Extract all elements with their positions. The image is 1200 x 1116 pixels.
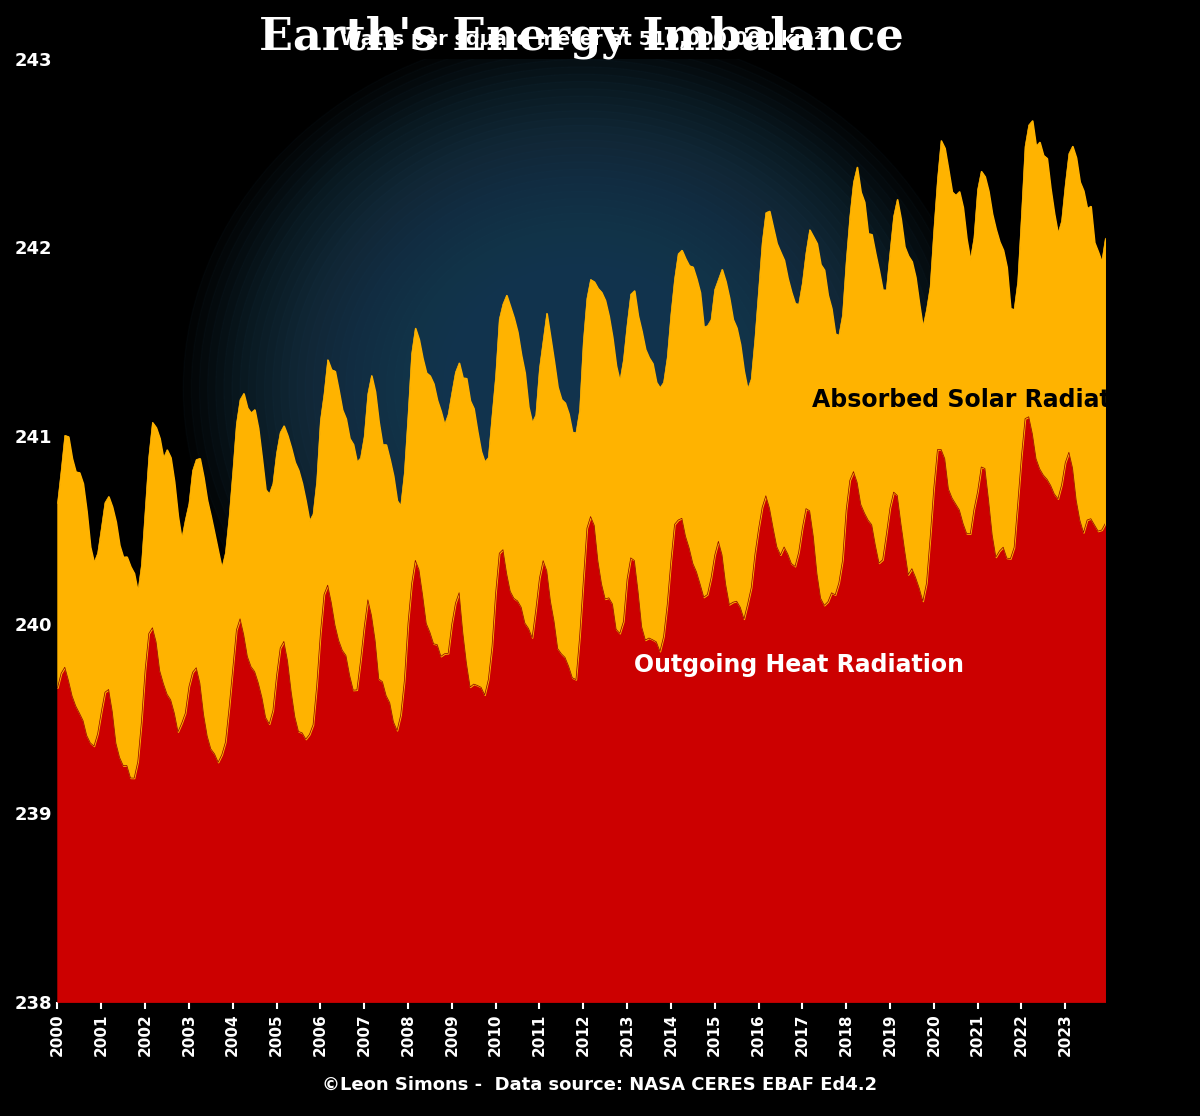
Text: Absorbed Solar Radiation: Absorbed Solar Radiation [812,388,1152,413]
Text: ©Leon Simons -  Data source: NASA CERES EBAF Ed4.2: ©Leon Simons - Data source: NASA CERES E… [323,1076,877,1094]
Title: Earth's Energy Imbalance: Earth's Energy Imbalance [259,15,904,58]
Text: Outgoing Heat Radiation: Outgoing Heat Radiation [634,653,964,676]
Text: Watts per square meter at 510,000,000 km²: Watts per square meter at 510,000,000 km… [340,30,823,49]
